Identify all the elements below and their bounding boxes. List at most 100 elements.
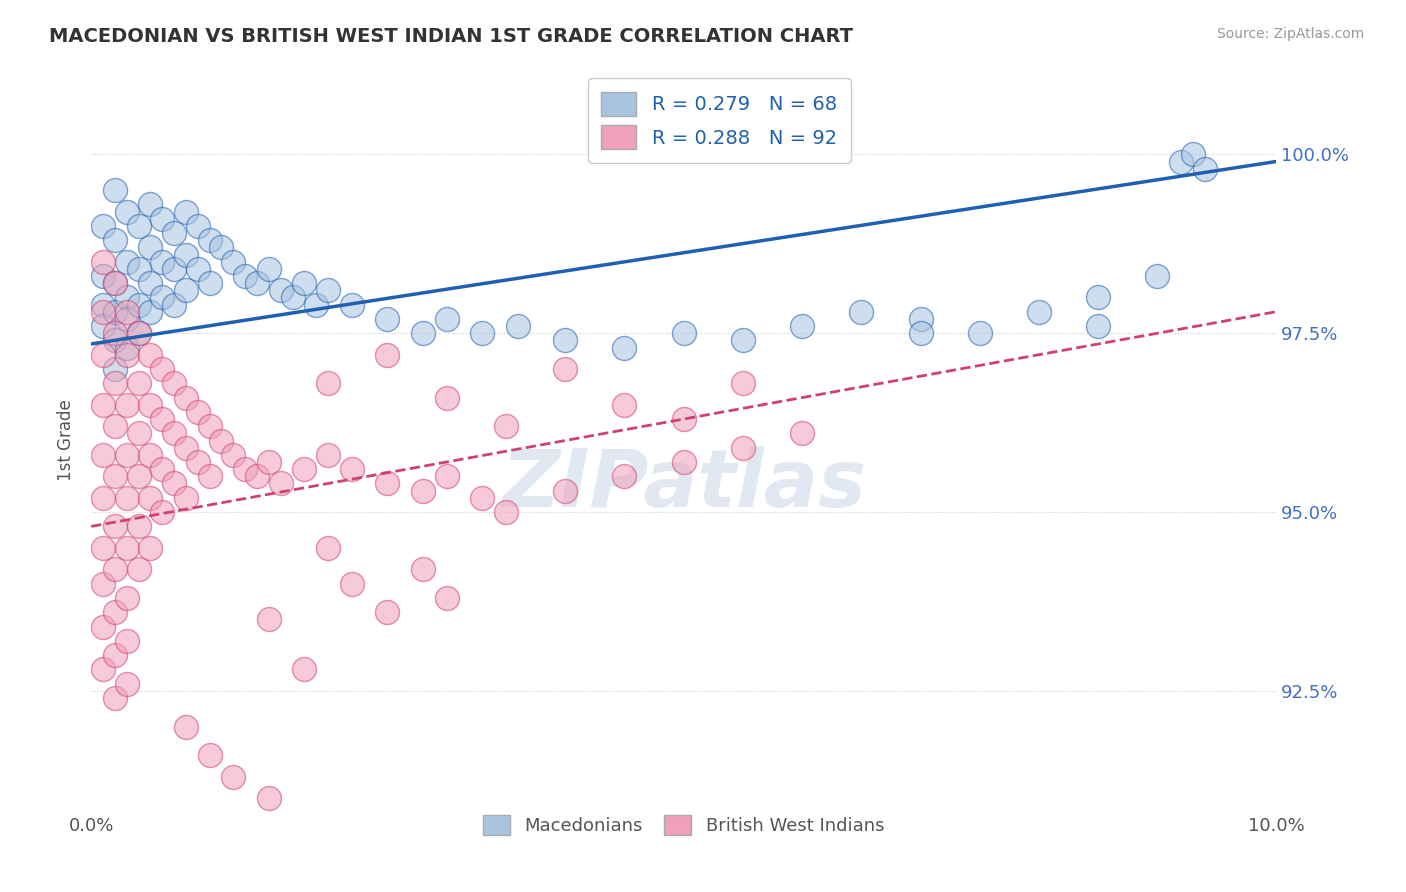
Point (174, 491, 197, 505)
Point (139, 348, 162, 362)
Point (163, 376, 186, 391)
Point (222, 770, 245, 784)
Point (139, 491, 162, 505)
Point (1087, 319, 1109, 334)
Point (495, 419, 517, 434)
Point (139, 541, 162, 555)
Point (436, 391, 458, 405)
Point (412, 326, 434, 341)
Point (257, 455, 280, 469)
Point (91, 268, 114, 283)
Point (104, 305, 127, 319)
Text: ZIPatlas: ZIPatlas (501, 446, 866, 524)
Point (115, 254, 138, 268)
Point (104, 326, 127, 341)
Point (115, 341, 138, 355)
Point (340, 297, 363, 311)
Point (150, 362, 173, 376)
Point (104, 469, 127, 483)
Point (187, 405, 209, 419)
Point (139, 276, 162, 290)
Point (316, 283, 339, 297)
Point (377, 476, 399, 491)
Point (139, 398, 162, 412)
Point (270, 476, 292, 491)
Point (115, 312, 138, 326)
Point (246, 276, 269, 290)
Point (139, 240, 162, 254)
Point (257, 612, 280, 626)
Point (554, 334, 576, 348)
Point (163, 476, 186, 491)
Point (174, 441, 197, 455)
Point (412, 562, 434, 576)
Point (672, 455, 695, 469)
Point (91, 576, 114, 591)
Point (104, 562, 127, 576)
Point (163, 297, 186, 311)
Point (198, 419, 221, 434)
Point (115, 491, 138, 505)
Point (377, 312, 399, 326)
Point (104, 183, 127, 197)
Legend: Macedonians, British West Indians: Macedonians, British West Indians (474, 805, 893, 845)
Point (174, 283, 197, 297)
Point (316, 376, 339, 391)
Point (198, 233, 221, 247)
Point (613, 469, 636, 483)
Point (340, 576, 363, 591)
Point (174, 247, 197, 261)
Point (1194, 161, 1216, 176)
Point (115, 448, 138, 462)
Point (198, 748, 221, 763)
Point (115, 204, 138, 219)
Point (174, 720, 197, 734)
Point (174, 391, 197, 405)
Point (211, 240, 233, 254)
Point (128, 219, 150, 233)
Point (104, 605, 127, 619)
Point (471, 491, 494, 505)
Point (187, 261, 209, 276)
Text: Source: ZipAtlas.com: Source: ZipAtlas.com (1216, 27, 1364, 41)
Point (139, 197, 162, 211)
Point (163, 226, 186, 240)
Point (211, 434, 233, 448)
Point (554, 362, 576, 376)
Point (104, 362, 127, 376)
Point (150, 505, 173, 519)
Point (1182, 147, 1205, 161)
Point (91, 491, 114, 505)
Point (104, 334, 127, 348)
Point (174, 204, 197, 219)
Point (377, 605, 399, 619)
Point (257, 261, 280, 276)
Point (294, 663, 316, 677)
Point (163, 261, 186, 276)
Point (672, 412, 695, 426)
Point (150, 290, 173, 304)
Point (436, 469, 458, 483)
Point (436, 591, 458, 605)
Point (128, 376, 150, 391)
Point (128, 261, 150, 276)
Point (163, 426, 186, 441)
Point (1170, 154, 1192, 169)
Point (91, 348, 114, 362)
Point (91, 448, 114, 462)
Point (115, 541, 138, 555)
Point (128, 426, 150, 441)
Point (672, 326, 695, 341)
Point (150, 462, 173, 476)
Point (104, 376, 127, 391)
Point (187, 219, 209, 233)
Point (731, 376, 754, 391)
Point (294, 462, 316, 476)
Point (150, 254, 173, 268)
Point (613, 341, 636, 355)
Point (910, 312, 932, 326)
Point (222, 254, 245, 268)
Point (910, 326, 932, 341)
Point (198, 276, 221, 290)
Point (1087, 290, 1109, 304)
